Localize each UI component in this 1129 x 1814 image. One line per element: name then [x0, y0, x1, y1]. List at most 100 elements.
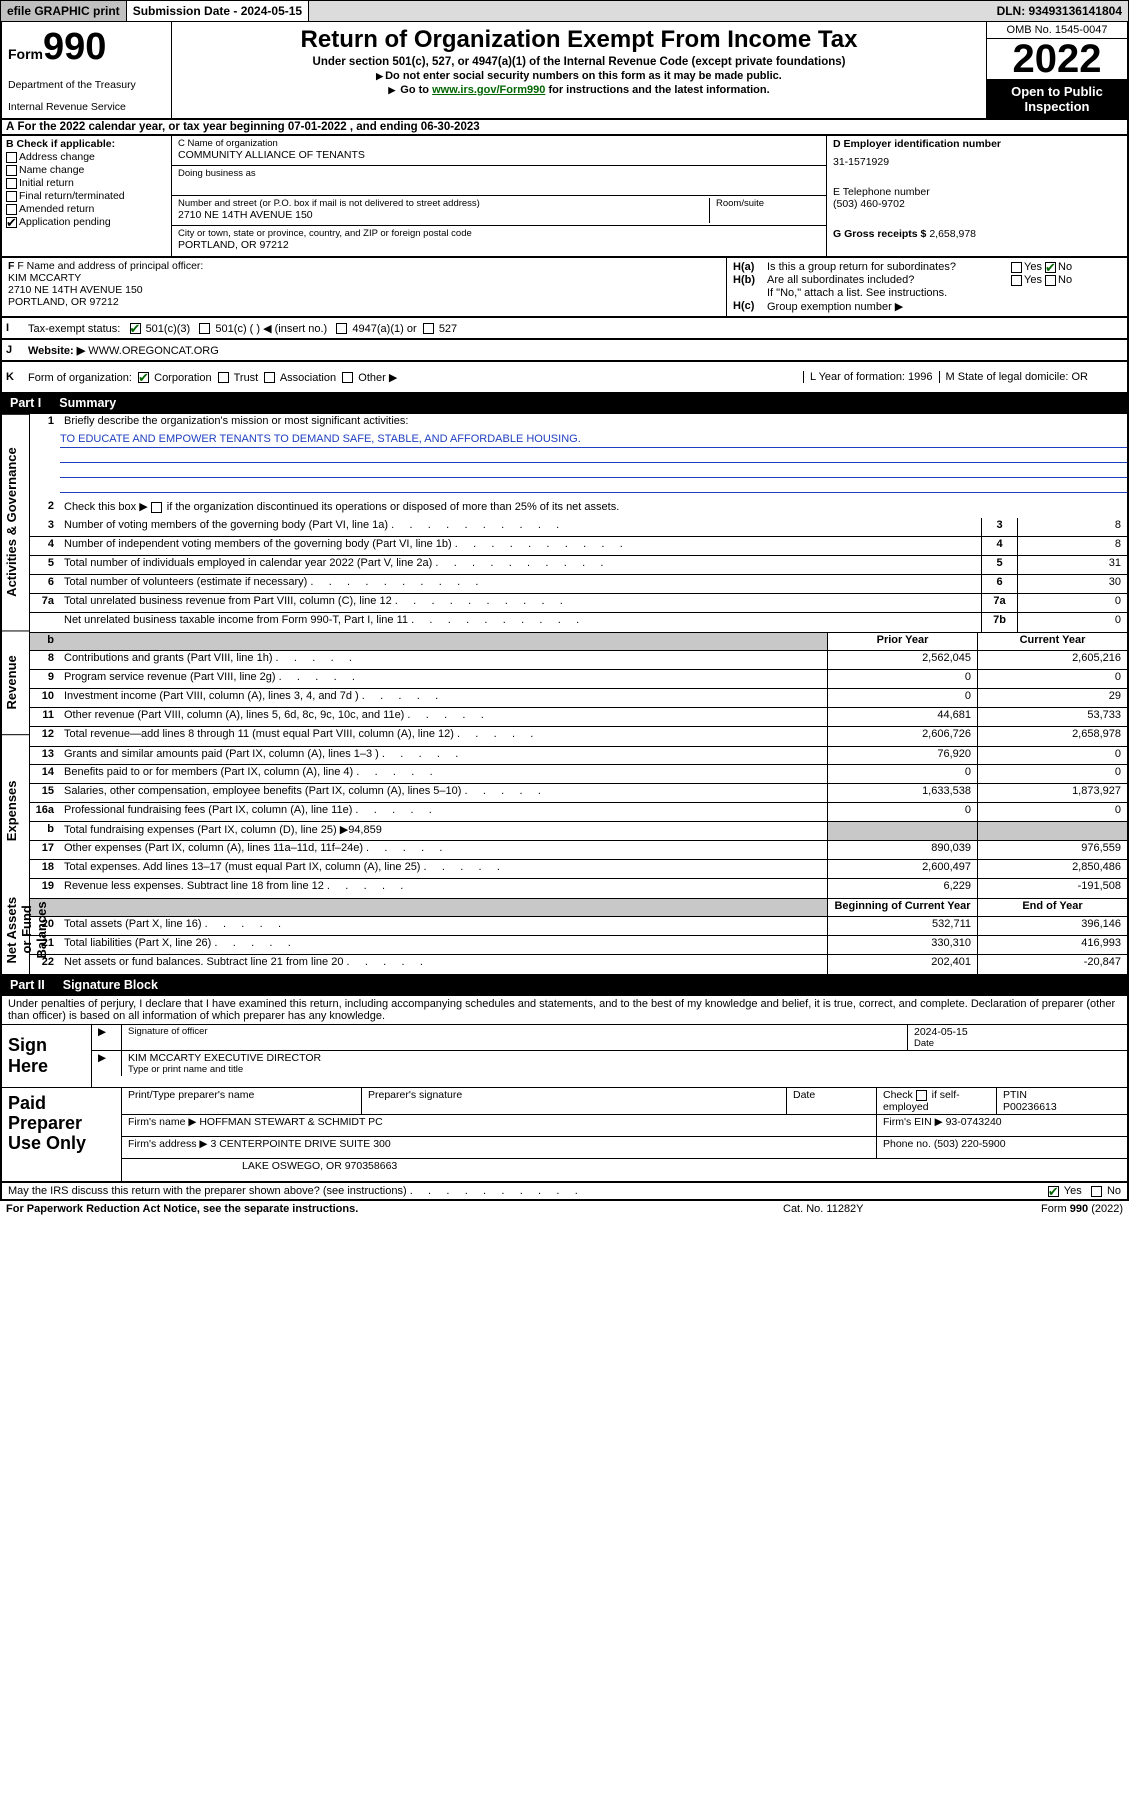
i-label: I	[6, 322, 28, 334]
submission-date: Submission Date - 2024-05-15	[127, 1, 309, 21]
prior: 2,600,497	[827, 860, 977, 878]
prep-header-row: Print/Type preparer's name Preparer's si…	[122, 1088, 1127, 1115]
curr: 53,733	[977, 708, 1127, 726]
curr: 1,873,927	[977, 784, 1127, 802]
l2-chk[interactable]	[151, 502, 162, 513]
hb-row: H(b) Are all subordinates included? Yes …	[733, 274, 1121, 286]
block-fh: F F Name and address of principal office…	[0, 258, 1129, 318]
val: 0	[1017, 594, 1127, 612]
city-value: PORTLAND, OR 97212	[178, 239, 820, 251]
part-2-bar: Part II Signature Block	[0, 976, 1129, 996]
line-12: 12Total revenue—add lines 8 through 11 (…	[30, 727, 1127, 746]
chk-4947[interactable]	[336, 323, 347, 334]
curr: 2,658,978	[977, 727, 1127, 746]
ha-label: H(a)	[733, 261, 767, 273]
ha-text: Is this a group return for subordinates?	[767, 261, 1011, 273]
chk-initial-return[interactable]: Initial return	[6, 177, 167, 189]
firm-addr-row: Firm's address ▶ 3 CENTERPOINTE DRIVE SU…	[122, 1137, 1127, 1159]
txt: Number of voting members of the governin…	[60, 518, 981, 536]
sig-officer-field[interactable]: Signature of officer	[122, 1025, 907, 1050]
prep-name-hdr: Print/Type preparer's name	[122, 1088, 362, 1114]
txt: Other revenue (Part VIII, column (A), li…	[60, 708, 827, 726]
hb-note-row: If "No," attach a list. See instructions…	[733, 287, 1121, 299]
line-21: 21Total liabilities (Part X, line 26)330…	[30, 936, 1127, 955]
chk-address-change[interactable]: Address change	[6, 151, 167, 163]
paid-preparer-fields: Print/Type preparer's name Preparer's si…	[122, 1088, 1127, 1181]
curr: 976,559	[977, 841, 1127, 859]
chk-amended-return[interactable]: Amended return	[6, 203, 167, 215]
discuss-no-chk[interactable]	[1091, 1186, 1102, 1197]
dba-cell: Doing business as	[172, 166, 826, 196]
omb-year-block: OMB No. 1545-0047 2022 Open to Public In…	[987, 22, 1127, 118]
chk-name-change[interactable]: Name change	[6, 164, 167, 176]
ha-no-chk[interactable]	[1045, 262, 1056, 273]
hb-no-chk[interactable]	[1045, 275, 1056, 286]
txt: Grants and similar amounts paid (Part IX…	[60, 747, 827, 764]
cat-no: Cat. No. 11282Y	[783, 1203, 963, 1215]
irs-link[interactable]: www.irs.gov/Form990	[432, 84, 545, 96]
l-year-formation: L Year of formation: 1996	[803, 371, 939, 383]
chk-trust[interactable]	[218, 372, 229, 383]
txt: Total fundraising expenses (Part IX, col…	[60, 822, 827, 840]
chk-501c3[interactable]	[130, 323, 141, 334]
nbox: 3	[981, 518, 1017, 536]
sig-date-field: 2024-05-15 Date	[907, 1025, 1127, 1050]
efile-print-button[interactable]: efile GRAPHIC print	[1, 1, 127, 21]
prior: 0	[827, 765, 977, 783]
line-7a: 7aTotal unrelated business revenue from …	[30, 594, 1127, 613]
txt: Contributions and grants (Part VIII, lin…	[60, 651, 827, 669]
chk-final-return[interactable]: Final return/terminated	[6, 190, 167, 202]
sig-officer-label: Signature of officer	[128, 1026, 901, 1037]
chk-501c[interactable]	[199, 323, 210, 334]
dept-treasury: Department of the Treasury	[8, 79, 165, 91]
firm-phone-cell: Phone no. (503) 220-5900	[877, 1137, 1127, 1158]
selfemp-chk[interactable]	[916, 1090, 927, 1101]
line-2-checkbox: 2 Check this box ▶ if the organization d…	[30, 499, 1127, 518]
hdr-boy: Beginning of Current Year	[827, 899, 977, 916]
firm-name-row: Firm's name ▶ HOFFMAN STEWART & SCHMIDT …	[122, 1115, 1127, 1137]
hb-note: If "No," attach a list. See instructions…	[767, 287, 1121, 299]
m-state-domicile: M State of legal domicile: OR	[939, 371, 1094, 383]
firm-addr2-cell: LAKE OSWEGO, OR 970358663	[122, 1159, 1127, 1181]
curr: 0	[977, 747, 1127, 764]
ha-row: H(a) Is this a group return for subordin…	[733, 261, 1121, 273]
num: 16a	[30, 803, 60, 821]
nbox: 6	[981, 575, 1017, 593]
irs-discuss-row: May the IRS discuss this return with the…	[0, 1183, 1129, 1201]
line-10: 10Investment income (Part VIII, column (…	[30, 689, 1127, 708]
val: 0	[1017, 613, 1127, 632]
chk-527[interactable]	[423, 323, 434, 334]
ha-yes-chk[interactable]	[1011, 262, 1022, 273]
vtab-netassets: Net Assets or Fund Balances	[2, 886, 29, 974]
col-b-checkboxes: B Check if applicable: Address change Na…	[2, 136, 172, 256]
org-name-label: C Name of organization	[178, 138, 820, 149]
col-d-ein-tel: D Employer identification number 31-1571…	[827, 136, 1127, 256]
txt: Professional fundraising fees (Part IX, …	[60, 803, 827, 821]
chk-other[interactable]	[342, 372, 353, 383]
sig-date-value: 2024-05-15	[914, 1026, 1121, 1038]
mission-blank-1	[60, 448, 1127, 463]
curr: 2,850,486	[977, 860, 1127, 878]
top-bar: efile GRAPHIC print Submission Date - 20…	[0, 0, 1129, 22]
line-8: 8Contributions and grants (Part VIII, li…	[30, 651, 1127, 670]
txt: Total liabilities (Part X, line 26)	[60, 936, 827, 954]
chk-application-pending[interactable]: Application pending	[6, 216, 167, 228]
line-19: 19Revenue less expenses. Subtract line 1…	[30, 879, 1127, 898]
topbar-spacer	[309, 1, 990, 21]
hc-row: H(c) Group exemption number ▶	[733, 300, 1121, 313]
hdr-prior: Prior Year	[827, 633, 977, 650]
hb-yes-chk[interactable]	[1011, 275, 1022, 286]
chk-corp[interactable]	[138, 372, 149, 383]
part2-label: Part II	[10, 978, 45, 992]
discuss-yes-chk[interactable]	[1048, 1186, 1059, 1197]
arrow-icon	[388, 84, 397, 96]
hc-text: Group exemption number ▶	[767, 300, 1121, 313]
row-j-website: J Website: ▶ WWW.OREGONCAT.ORG	[0, 340, 1129, 362]
tax-year: 2022	[987, 39, 1127, 80]
city-cell: City or town, state or province, country…	[172, 226, 826, 256]
num: 11	[30, 708, 60, 726]
num: 14	[30, 765, 60, 783]
curr: 29	[977, 689, 1127, 707]
chk-assoc[interactable]	[264, 372, 275, 383]
prior	[827, 822, 977, 840]
